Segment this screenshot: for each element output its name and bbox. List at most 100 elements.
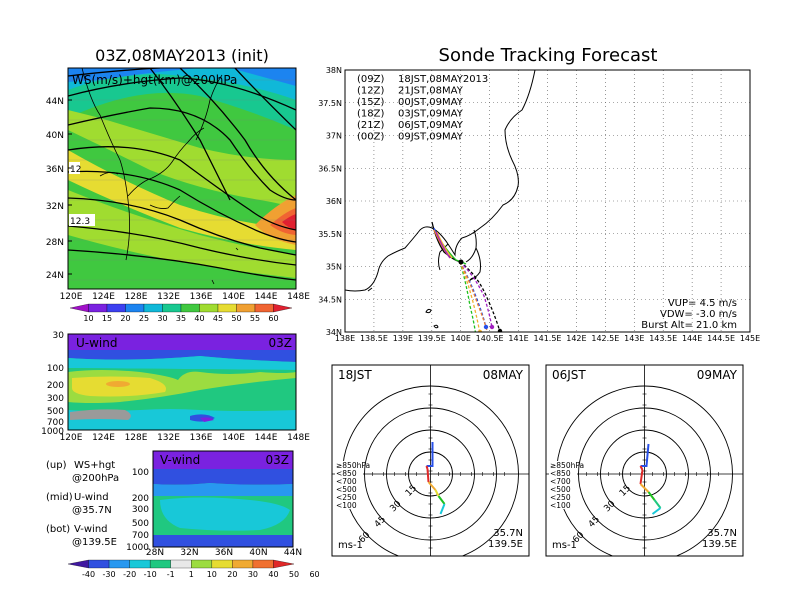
- lon-tick-label: 128E: [125, 433, 148, 443]
- label-bg: [481, 368, 525, 381]
- legend-utc: (15Z): [357, 97, 384, 108]
- lon-tick-label: 140.5E: [476, 334, 504, 343]
- label-bg: [335, 493, 363, 501]
- pressure-tick-label: 500: [132, 519, 149, 529]
- upper-ws-map: WS(m/s)+hgt(km)@200hPa 12 12.3 44N 40N 36N…: [46, 67, 310, 302]
- label-bg: [335, 461, 363, 469]
- hodograph-frame: [331, 364, 530, 557]
- wind-colorbar-swatch: [232, 559, 254, 569]
- lat-tick-label: 36N: [46, 165, 64, 175]
- lon-tick-label: 148E: [287, 292, 310, 302]
- wind-colorbar-swatch: [88, 559, 110, 569]
- hodo-unit: ms-1: [552, 540, 577, 551]
- note-mid-line2: @35.7N: [72, 505, 112, 516]
- hodograph-frame: [545, 364, 744, 557]
- lon-tick-label: 140E: [222, 292, 245, 302]
- hodo-lon: 139.5E: [702, 539, 737, 550]
- level-legend: <100: [336, 501, 357, 510]
- level-legend: <500: [550, 485, 571, 494]
- lat-tick-label: 35.5N: [318, 230, 342, 239]
- ws-colorbar-label: 20: [120, 314, 130, 323]
- note-up-line2: @200hPa: [72, 473, 119, 484]
- lat-tick-label: 34.5N: [318, 295, 342, 304]
- wind-colorbar-label: 40: [268, 570, 278, 579]
- lon-tick-label: 120E: [60, 433, 83, 443]
- lon-tick-label: 139E: [393, 334, 413, 343]
- ring-label: 15: [404, 484, 419, 499]
- lon-tick-label: 138.5E: [360, 334, 388, 343]
- legend-jst: 03JST,09MAY: [398, 109, 464, 120]
- profile-segment: [434, 489, 440, 497]
- lon-tick-label: 139.5E: [418, 334, 446, 343]
- v-panel-label: V-wind: [160, 453, 200, 467]
- left-title: 03Z,08MAY2013 (init): [95, 46, 269, 65]
- lat-tick-label: 40N: [46, 131, 64, 141]
- lon-tick-label: 140E: [222, 433, 245, 443]
- lon-tick-label: 136E: [190, 292, 213, 302]
- level-legend: <700: [336, 477, 357, 486]
- level-legend: <250: [336, 493, 357, 502]
- profile-segment: [639, 483, 650, 493]
- panel-notes: (up) WS+hgt @200hPa (mid) U-wind @35.7N …: [46, 460, 119, 548]
- pressure-tick-label: 700: [132, 531, 149, 541]
- label-bg: [335, 469, 363, 477]
- ws-colorbar-swatch: [69, 303, 89, 313]
- wind-colorbar-swatch: [170, 559, 192, 569]
- pressure-tick-label: 1000: [41, 427, 64, 437]
- note-bot-key: (bot): [46, 524, 70, 535]
- ws-colorbar-label: 35: [176, 314, 186, 323]
- label-bg: [549, 477, 577, 485]
- level-legend: <250: [550, 493, 571, 502]
- pressure-tick-label: 100: [47, 364, 64, 374]
- profile-segment: [426, 442, 434, 467]
- param-vup: VUP= 4.5 m/s: [668, 298, 737, 309]
- wind-colorbar-swatch: [211, 559, 233, 569]
- ws-colorbar-label: 15: [102, 314, 112, 323]
- wind-colorbar-swatch: [67, 559, 89, 569]
- track-map-lat-ticks: 38N 37.5N 37N 36.5N 36N 35.5N 35N 34.5N 34N: [318, 66, 342, 337]
- pressure-tick-label: 30: [53, 331, 65, 341]
- wind-colorbar-swatch: [108, 559, 130, 569]
- ring-label: 30: [602, 499, 617, 514]
- lat-tick-label: 35N: [326, 263, 342, 272]
- profile-segment: [425, 465, 429, 470]
- lat-tick-label: 44N: [284, 548, 302, 558]
- wind-colorbar-swatch: [191, 559, 212, 569]
- v-panel-time: 03Z: [266, 453, 290, 467]
- lon-tick-label: 141.5E: [534, 334, 562, 343]
- label-bg: [335, 485, 363, 493]
- wind-colorbar-label: -40: [82, 570, 95, 579]
- wind-colorbar-label: -20: [123, 570, 136, 579]
- lon-tick-label: 144E: [255, 433, 278, 443]
- legend-jst: 09JST,09MAY: [398, 132, 464, 143]
- ws-colorbar-label: 45: [213, 314, 223, 323]
- note-up-line1: WS+hgt: [74, 460, 115, 471]
- lon-tick-label: 143.5E: [649, 334, 677, 343]
- lat-tick-label: 28N: [146, 548, 164, 558]
- u-panel-label: U-wind: [76, 336, 117, 350]
- ws-colorbar-swatch: [273, 303, 293, 313]
- hodo-unit: ms-1: [338, 540, 363, 551]
- label-bg: [549, 469, 577, 477]
- param-vdw: VDW= -3.0 m/s: [660, 309, 737, 320]
- wind-colorbar-label: 30: [248, 570, 258, 579]
- ws-colorbar-swatch: [217, 303, 237, 313]
- label-bg: [549, 493, 577, 501]
- lon-tick-label: 142E: [566, 334, 586, 343]
- legend-jst: 00JST,09MAY: [398, 97, 464, 108]
- wind-colorbar-label: 10: [207, 570, 217, 579]
- ws-colorbar-label: 50: [231, 314, 241, 323]
- lat-tick-label: 32N: [46, 202, 64, 212]
- lon-tick-label: 143E: [624, 334, 644, 343]
- lon-tick-label: 138E: [335, 334, 355, 343]
- wind-colorbar-label: -1: [167, 570, 175, 579]
- profile-segment: [426, 468, 430, 483]
- hodo-lon: 139.5E: [488, 539, 523, 550]
- note-mid-line1: U-wind: [74, 492, 109, 503]
- legend-utc: (12Z): [357, 86, 384, 97]
- level-legend: <850: [336, 469, 357, 478]
- param-burst: Burst Alt= 21.0 km: [641, 320, 737, 331]
